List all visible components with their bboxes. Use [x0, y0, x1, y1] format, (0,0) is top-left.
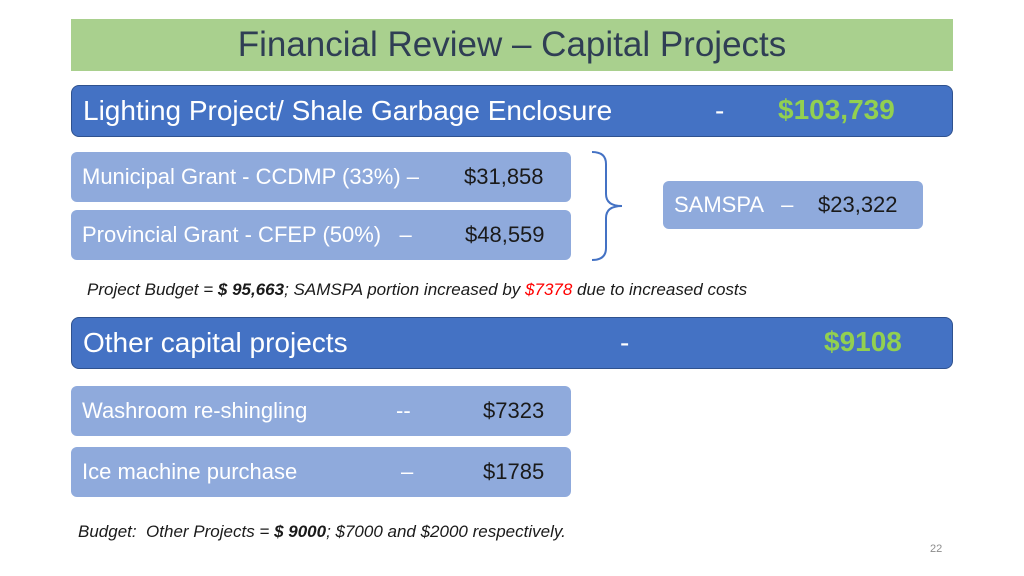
ice-machine-box: Ice machine purchase – $1785 [71, 447, 571, 497]
provincial-grant-amount: $48,559 [465, 222, 545, 247]
note-budget-value: $ 95,663 [217, 280, 285, 299]
ice-machine-dash: – [401, 459, 414, 484]
slide-title: Financial Review – Capital Projects [237, 25, 787, 64]
note-text: ; SAMSPA portion increased by [284, 280, 526, 299]
municipal-grant-box: Municipal Grant - CCDMP (33%) – $31,858 [71, 152, 571, 202]
provincial-grant-box: Provincial Grant - CFEP (50%) – $48,559 [71, 210, 571, 260]
lighting-project-band: Lighting Project/ Shale Garbage Enclosur… [71, 85, 953, 137]
municipal-grant-amount: $31,858 [464, 164, 544, 189]
washroom-label: Washroom re-shingling [82, 398, 308, 423]
samspa-label: SAMSPA – [674, 192, 794, 217]
lighting-dash: - [715, 95, 725, 126]
other-projects-label: Other capital projects [83, 327, 348, 358]
note-text: due to increased costs [572, 280, 748, 299]
note-text: Project Budget = [87, 280, 218, 299]
other-budget-note: Budget: Other Projects = $ 9000; $7000 a… [78, 522, 566, 542]
washroom-dash: -- [396, 398, 411, 423]
right-brace-icon [591, 151, 623, 261]
lighting-amount: $103,739 [778, 94, 895, 125]
washroom-box: Washroom re-shingling -- $7323 [71, 386, 571, 436]
ice-machine-label: Ice machine purchase [82, 459, 298, 484]
samspa-box: SAMSPA – $23,322 [663, 181, 923, 229]
title-bar: Financial Review – Capital Projects [71, 19, 953, 71]
other-projects-band: Other capital projects - $9108 [71, 317, 953, 369]
lighting-project-label: Lighting Project/ Shale Garbage Enclosur… [83, 95, 613, 126]
project-budget-note: Project Budget = $ 95,663; SAMSPA portio… [87, 280, 747, 300]
other-amount: $9108 [824, 326, 902, 357]
ice-machine-amount: $1785 [483, 459, 545, 484]
note-text: ; $7000 and $2000 respectively. [326, 522, 566, 541]
municipal-grant-label: Municipal Grant - CCDMP (33%) – [82, 164, 420, 189]
page-number: 22 [930, 543, 943, 555]
provincial-grant-label: Provincial Grant - CFEP (50%) – [82, 222, 412, 247]
note-text: Budget: Other Projects = [78, 522, 275, 541]
samspa-amount: $23,322 [818, 192, 898, 217]
note-budget-value: $ 9000 [274, 522, 327, 541]
washroom-amount: $7323 [483, 398, 545, 423]
other-dash: - [620, 327, 630, 358]
note-increase-value: $7378 [525, 280, 573, 299]
